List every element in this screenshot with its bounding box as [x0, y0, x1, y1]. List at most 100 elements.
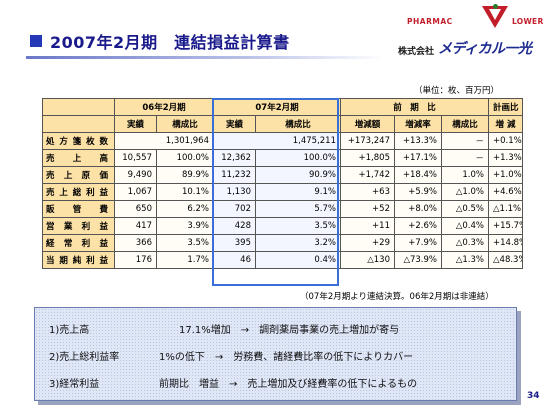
- table-cell: +63: [340, 183, 395, 201]
- table-cell: +11: [340, 217, 395, 235]
- summary-arrow: →: [240, 325, 250, 336]
- sub-header: 実績: [114, 115, 157, 133]
- table-row: 販管費 650 6.2% 702 5.7% +52 +8.0% △0.5% △1.1%: [42, 200, 523, 218]
- row-label: 営業利益: [42, 217, 115, 235]
- page-title: 2007年2月期 連結損益計算書: [50, 33, 290, 52]
- table-cell: 395: [213, 234, 256, 252]
- table-cell: 10.1%: [156, 183, 214, 201]
- table-row: 処方箋枚数 1,301,964 1,475,211 +173,247 +13.3% － +0…: [42, 132, 523, 150]
- sub-header: 増 減: [488, 115, 523, 133]
- table-cell: 90.9%: [255, 166, 341, 184]
- table-sub-header-row: 実績 構成比 実績 構成比 増減額 増減率 構成比 増 減: [42, 115, 523, 133]
- row-label: 売上総利益: [42, 183, 115, 201]
- table-cell: △1.1%: [488, 200, 523, 218]
- title-divider: [26, 56, 386, 59]
- table-cell: －: [441, 132, 489, 150]
- table-cell: 702: [213, 200, 256, 218]
- summary-line: 1)売上高 17.1%増加 → 調剤薬局事業の売上増加が寄与: [49, 321, 399, 336]
- group-header-plan: 計画比: [488, 98, 523, 116]
- table-cell: 10,557: [114, 149, 157, 167]
- summary-line: 2)売上総利益率 1%の低下 → 労務費、諸経費比率の低下によりカバー: [49, 348, 413, 363]
- flower-logo-inner-icon: [489, 9, 501, 20]
- table-cell: 12,362: [213, 149, 256, 167]
- table-cell: △1.3%: [441, 251, 489, 269]
- summary-line: 3)経常利益 前期比 増益 → 売上増加及び経費率の低下によるもの: [49, 375, 417, 390]
- table-cell: +2.6%: [394, 217, 442, 235]
- income-statement-table-wrap: 06年2月期 07年2月期 前 期 比 計画比 実績 構成比 実績 構成比 増減…: [42, 98, 523, 286]
- summary-item: 1)売上高: [49, 325, 90, 336]
- table-cell: 176: [114, 251, 157, 269]
- table-cell: +14.8%: [488, 234, 523, 252]
- summary-reason: 調剤薬局事業の売上増加が寄与: [259, 325, 400, 336]
- summary-arrow: →: [229, 379, 238, 390]
- table-row: 売上原価 9,490 89.9% 11,232 90.9% +1,742 +18.4% 1.0…: [42, 166, 523, 184]
- summary-reason: 売上増加及び経費率の低下によるもの: [247, 379, 418, 390]
- table-cell: 3.5%: [156, 234, 214, 252]
- table-cell: 46: [213, 251, 256, 269]
- table-cell: △48.3%: [488, 251, 523, 269]
- table-corner-cell: [42, 98, 115, 116]
- row-label: 経常利益: [42, 234, 115, 252]
- table-cell: +8.0%: [394, 200, 442, 218]
- table-cell: +52: [340, 200, 395, 218]
- summary-detail: 1%の低下: [159, 352, 205, 363]
- table-group-header-row: 06年2月期 07年2月期 前 期 比 計画比: [42, 98, 523, 116]
- page-number: 34: [527, 391, 540, 401]
- table-cell: △0.4%: [441, 217, 489, 235]
- table-cell: +29: [340, 234, 395, 252]
- income-statement-table: 06年2月期 07年2月期 前 期 比 計画比 実績 構成比 実績 構成比 増減…: [42, 98, 523, 269]
- table-cell: 428: [213, 217, 256, 235]
- table-corner-cell: [42, 115, 115, 133]
- summary-detail: 前期比 増益: [159, 379, 219, 390]
- table-cell: +17.1%: [394, 149, 442, 167]
- group-header-06: 06年2月期: [114, 98, 214, 116]
- summary-arrow: →: [214, 352, 224, 363]
- group-header-yoy: 前 期 比: [340, 98, 489, 116]
- table-cell: +15.7%: [488, 217, 523, 235]
- table-cell: +1.0%: [488, 166, 523, 184]
- table-cell: +5.9%: [394, 183, 442, 201]
- company-name: メディカル一光: [438, 41, 532, 57]
- table-cell: －: [441, 149, 489, 167]
- summary-detail: 17.1%増加: [179, 325, 231, 336]
- sub-header: 構成比: [255, 115, 341, 133]
- sub-header: 実績: [213, 115, 256, 133]
- table-cell: +7.9%: [394, 234, 442, 252]
- row-label: 処方箋枚数: [42, 132, 115, 150]
- flower-logo-stem-icon: [493, 4, 498, 9]
- table-cell: 1,475,211: [213, 132, 341, 150]
- table-cell: +18.4%: [394, 166, 442, 184]
- row-label: 販管費: [42, 200, 115, 218]
- table-cell: 100.0%: [255, 149, 341, 167]
- logo-text-pharmac: PHARMAC: [407, 17, 453, 26]
- table-cell: 650: [114, 200, 157, 218]
- table-cell: 100.0%: [156, 149, 214, 167]
- table-cell: 5.7%: [255, 200, 341, 218]
- summary-box: 1)売上高 17.1%増加 → 調剤薬局事業の売上増加が寄与 2)売上総利益率 1%…: [34, 307, 517, 401]
- summary-item: 3)経常利益: [49, 379, 100, 390]
- row-label: 売上原価: [42, 166, 115, 184]
- table-cell: +4.6%: [488, 183, 523, 201]
- table-cell: +13.3%: [394, 132, 442, 150]
- company-prefix: 株式会社: [398, 47, 435, 57]
- unit-note: （単位：枚、百万円）: [414, 86, 500, 96]
- table-cell: 0.4%: [255, 251, 341, 269]
- logo-text-flower: LOWER: [512, 17, 544, 26]
- row-label: 当期純利益: [42, 251, 115, 269]
- table-cell: △73.9%: [394, 251, 442, 269]
- table-cell: 9.1%: [255, 183, 341, 201]
- table-cell: +0.1%: [488, 132, 523, 150]
- group-header-07: 07年2月期: [213, 98, 341, 116]
- table-cell: 1.0%: [441, 166, 489, 184]
- table-cell: +1.3%: [488, 149, 523, 167]
- table-cell: 11,232: [213, 166, 256, 184]
- table-cell: 1,130: [213, 183, 256, 201]
- table-cell: △130: [340, 251, 395, 269]
- table-row: 売上総利益 1,067 10.1% 1,130 9.1% +63 +5.9% △1.0% +4.…: [42, 183, 523, 201]
- table-cell: 3.2%: [255, 234, 341, 252]
- table-cell: 1,301,964: [114, 132, 214, 150]
- table-cell: 1.7%: [156, 251, 214, 269]
- summary-reason: 労務費、諸経費比率の低下によりカバー: [233, 352, 414, 363]
